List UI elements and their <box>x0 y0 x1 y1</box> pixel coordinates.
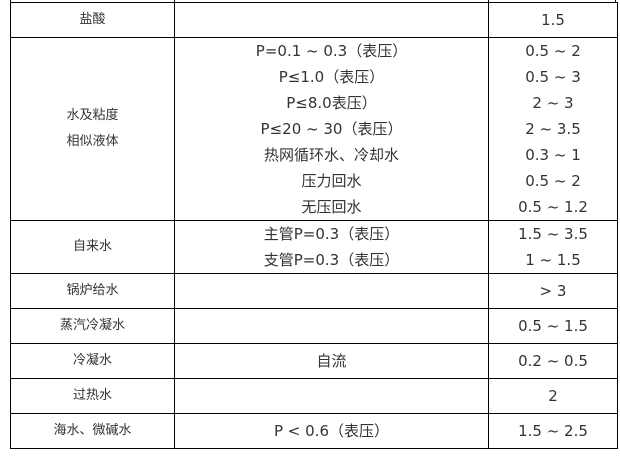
condition-cell-text: 压力回水 <box>301 172 362 190</box>
condition-cell-text: 主管P=0.3（表压） <box>263 225 400 243</box>
medium-cell-text: 盐酸 <box>79 12 106 27</box>
condition-cell-text: P=0.1 ~ 0.3（表压） <box>255 42 408 60</box>
velocity-cell-text: 0.5 ~ 2 <box>525 42 581 60</box>
velocity-cell: 2 <box>488 378 618 414</box>
condition-cell: 自流 <box>174 343 489 379</box>
velocity-cell-text: 1 ~ 1.5 <box>525 251 581 269</box>
condition-cell: 主管P=0.3（表压） 支管P=0.3（表压） <box>174 220 489 274</box>
medium-cell: 海水、微碱水 <box>10 413 175 449</box>
condition-cell-text: P < 0.6（表压） <box>273 422 389 440</box>
medium-cell-text: 相似液体 <box>66 134 119 149</box>
condition-cell <box>174 273 489 309</box>
condition-cell-text: 自流 <box>316 352 347 370</box>
velocity-cell: 1.5 ~ 2.5 <box>488 413 618 449</box>
medium-cell-text: 过热水 <box>72 388 112 403</box>
velocity-cell-text: 2 <box>548 387 558 405</box>
condition-cell <box>174 308 489 344</box>
velocity-cell: 1.5 ~ 3.5 1 ~ 1.5 <box>488 220 618 274</box>
velocity-cell: 0.5 ~ 1.5 <box>488 308 618 344</box>
medium-cell: 冷凝水 <box>10 343 175 379</box>
table-row: 过热水 2 <box>10 378 618 414</box>
condition-cell-text: 无压回水 <box>301 198 362 216</box>
condition-cell: P < 0.6（表压） <box>174 413 489 449</box>
medium-cell: 自来水 <box>10 220 175 274</box>
medium-cell-text: 冷凝水 <box>72 353 112 368</box>
table-row: 锅炉给水 > 3 <box>10 273 618 309</box>
medium-cell: 水及粘度 相似液体 <box>10 37 175 221</box>
condition-cell <box>174 378 489 414</box>
medium-cell: 蒸汽冷凝水 <box>10 308 175 344</box>
medium-cell: 盐酸 <box>10 2 175 38</box>
velocity-cell-text: 2 ~ 3 <box>532 94 574 112</box>
condition-cell-text: 热网循环水、冷却水 <box>263 146 399 164</box>
velocity-cell-text: 1.5 <box>541 11 565 29</box>
medium-cell-text: 蒸汽冷凝水 <box>59 318 125 333</box>
condition-cell-text: P≤20 ~ 30（表压） <box>260 120 403 138</box>
medium-cell-text: 锅炉给水 <box>66 283 119 298</box>
pipe-velocity-table: 盐酸 1.5 水及粘度相似液体 P=0.1 ~ 0.3（表压） P≤1.0（表压） P≤8… <box>10 2 618 449</box>
velocity-cell-text: 1.5 ~ 3.5 <box>518 225 588 243</box>
velocity-cell-text: 0.5 ~ 1.2 <box>518 198 588 216</box>
velocity-cell-text: 0.3 ~ 1 <box>525 146 581 164</box>
condition-cell-text: P≤8.0表压） <box>286 94 377 112</box>
velocity-cell-text: 1.5 ~ 2.5 <box>518 422 588 440</box>
medium-cell: 过热水 <box>10 378 175 414</box>
medium-cell-text: 自来水 <box>72 239 112 254</box>
velocity-cell-text: 0.2 ~ 0.5 <box>518 352 588 370</box>
velocity-cell-text: 2 ~ 3.5 <box>525 120 581 138</box>
medium-cell: 锅炉给水 <box>10 273 175 309</box>
table-row: 海水、微碱水 P < 0.6（表压） 1.5 ~ 2.5 <box>10 413 618 449</box>
table-row: 蒸汽冷凝水 0.5 ~ 1.5 <box>10 308 618 344</box>
condition-cell-text: P≤1.0（表压） <box>278 68 385 86</box>
velocity-cell: > 3 <box>488 273 618 309</box>
medium-cell-text: 海水、微碱水 <box>53 423 132 438</box>
table-row: 水及粘度相似液体 P=0.1 ~ 0.3（表压） P≤1.0（表压） P≤8.0表压）… <box>10 37 618 221</box>
table-row: 自来水 主管P=0.3（表压） 支管P=0.3（表压） 1.5 ~ 3.5 1 ~ 1.… <box>10 220 618 274</box>
velocity-cell: 1.5 <box>488 2 618 38</box>
condition-cell: P=0.1 ~ 0.3（表压） P≤1.0（表压） P≤8.0表压） P≤20 ~ 3… <box>174 37 489 221</box>
velocity-cell-text: 0.5 ~ 3 <box>525 68 581 86</box>
velocity-cell-text: > 3 <box>539 282 567 300</box>
condition-cell <box>174 2 489 38</box>
velocity-cell-text: 0.5 ~ 2 <box>525 172 581 190</box>
condition-cell-text: 支管P=0.3（表压） <box>263 251 400 269</box>
velocity-cell: 0.5 ~ 2 0.5 ~ 3 2 ~ 3 2 ~ 3.5 0.3 ~ 1 0.5 ~ 2… <box>488 37 618 221</box>
table-row: 盐酸 1.5 <box>10 2 618 38</box>
table-row: 冷凝水 自流 0.2 ~ 0.5 <box>10 343 618 379</box>
velocity-cell-text: 0.5 ~ 1.5 <box>518 317 588 335</box>
medium-cell-text: 水及粘度 <box>66 108 119 123</box>
previous-row-fragment <box>10 0 616 3</box>
velocity-cell: 0.2 ~ 0.5 <box>488 343 618 379</box>
